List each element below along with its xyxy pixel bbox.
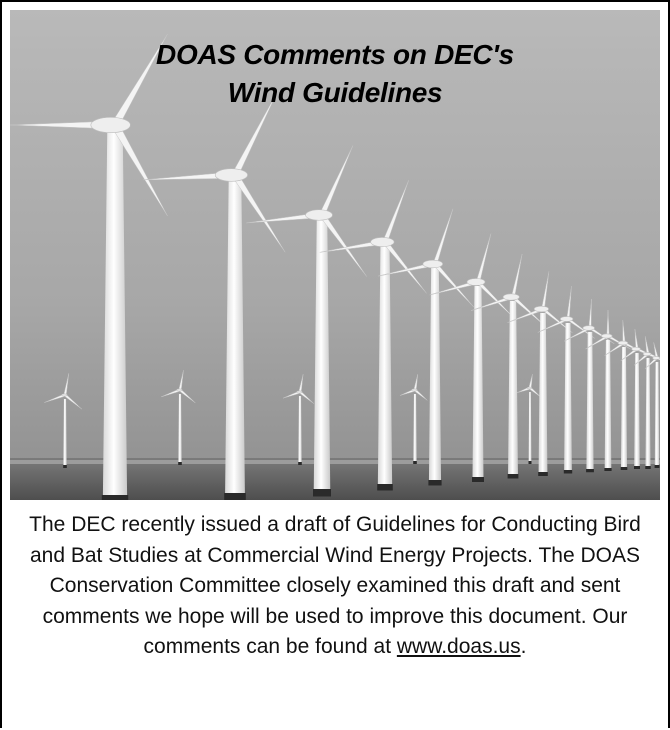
wind-turbine bbox=[429, 233, 514, 482]
wind-turbine bbox=[378, 208, 475, 486]
headline-line-2: Wind Guidelines bbox=[227, 77, 443, 108]
wind-turbine bbox=[633, 336, 660, 469]
wind-turbine bbox=[471, 253, 546, 479]
body-trailing: . bbox=[520, 635, 527, 658]
wind-turbine bbox=[44, 373, 83, 468]
wind-turbine-photo: DOAS Comments on DEC's Wind Guidelines bbox=[10, 10, 660, 500]
wind-turbine bbox=[507, 271, 573, 476]
website-link[interactable]: www.doas.us bbox=[396, 635, 521, 658]
body-paragraph: The DEC recently issued a draft of Guide… bbox=[20, 510, 650, 663]
body-text: The DEC recently issued a draft of Guide… bbox=[29, 513, 641, 658]
wind-turbine bbox=[585, 309, 631, 471]
wind-turbine bbox=[644, 342, 660, 468]
wind-turbine-photo-graphic bbox=[10, 10, 660, 500]
wind-turbine bbox=[399, 374, 428, 464]
wind-turbine bbox=[537, 286, 595, 474]
headline: DOAS Comments on DEC's Wind Guidelines bbox=[10, 36, 660, 112]
wind-turbine bbox=[564, 299, 615, 473]
headline-line-1: DOAS Comments on DEC's bbox=[156, 39, 514, 70]
wind-turbine bbox=[516, 374, 541, 464]
wind-turbine bbox=[143, 92, 286, 500]
wind-turbine bbox=[620, 329, 656, 469]
wind-turbine bbox=[319, 180, 427, 491]
wind-turbine bbox=[282, 374, 314, 465]
wind-turbine bbox=[604, 320, 645, 470]
wind-turbine bbox=[161, 370, 196, 465]
wind-turbine bbox=[10, 33, 168, 500]
wind-turbine bbox=[246, 145, 367, 497]
